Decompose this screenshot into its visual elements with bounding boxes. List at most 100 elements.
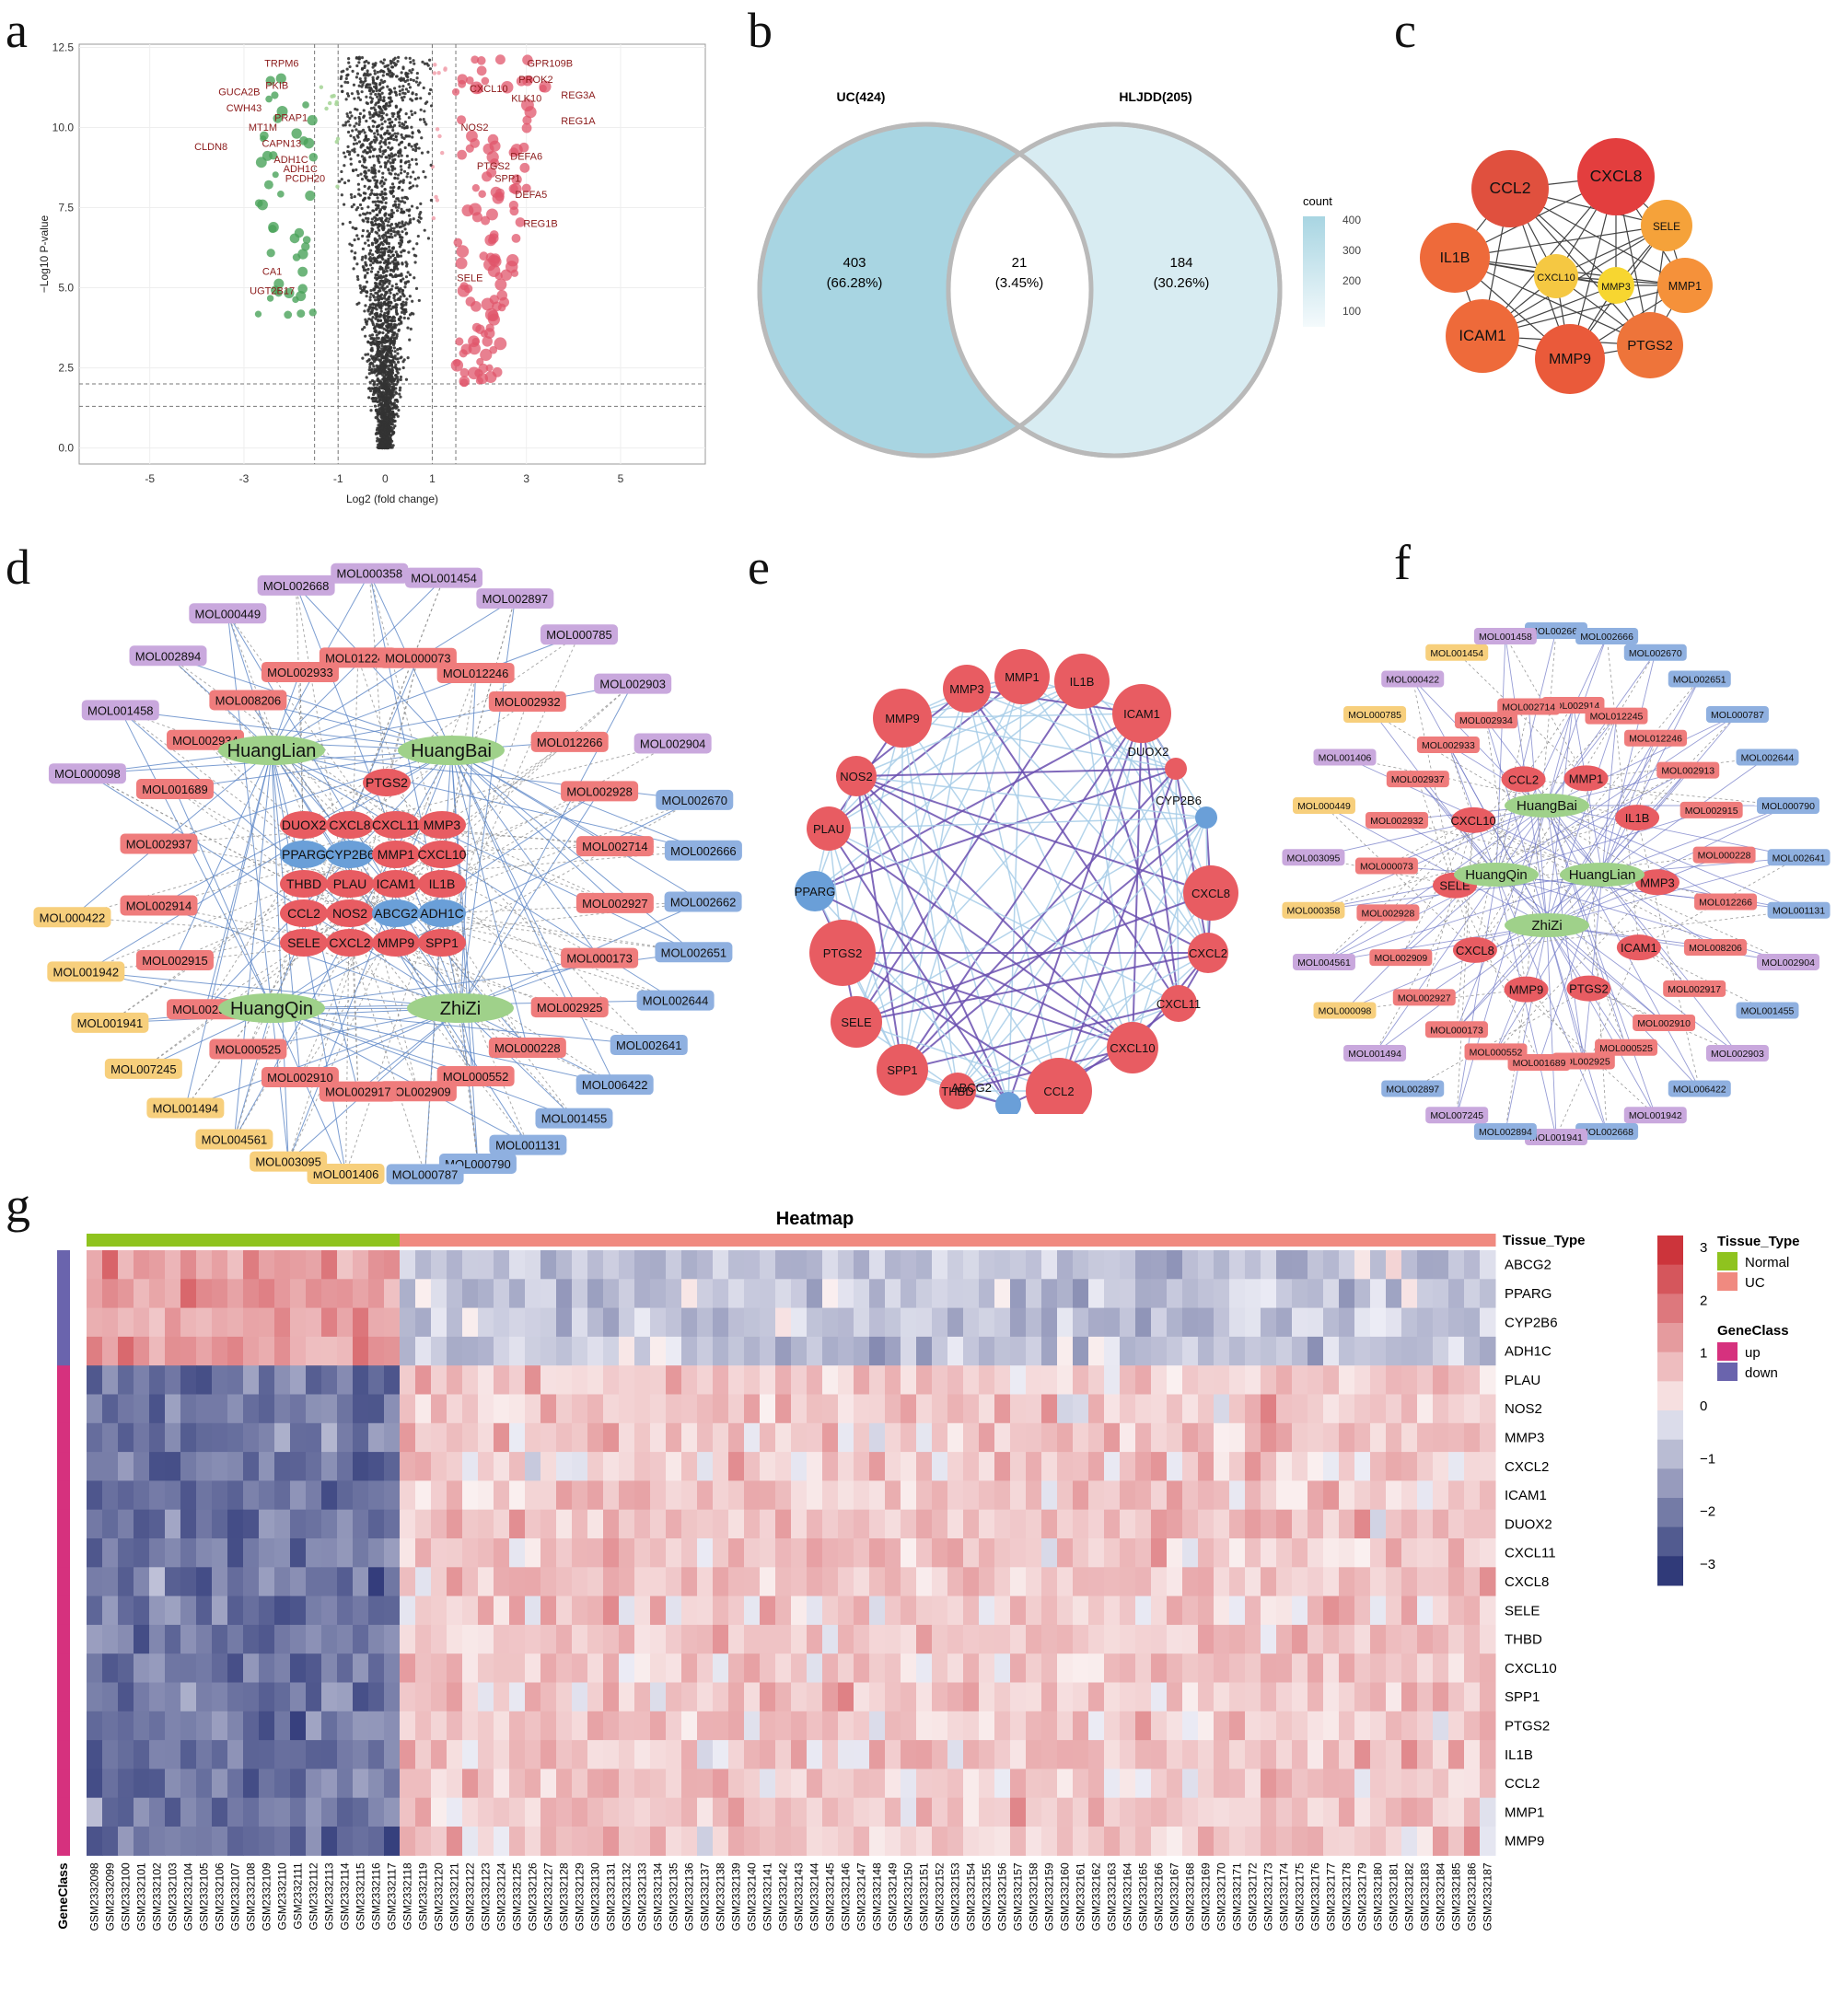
heatmap-cell	[603, 1596, 620, 1626]
heatmap-cell	[791, 1480, 808, 1510]
volcano-point	[388, 301, 390, 304]
heatmap-cell	[1073, 1452, 1089, 1481]
volcano-point	[407, 83, 410, 86]
volcano-point	[415, 242, 418, 245]
heatmap-title: Heatmap	[776, 1209, 854, 1229]
heatmap-cell	[321, 1279, 338, 1308]
volcano-point	[403, 127, 406, 130]
heatmap-cell	[180, 1279, 197, 1308]
volcano-point	[366, 72, 369, 75]
heatmap-cell	[1088, 1337, 1105, 1366]
volcano-point	[396, 230, 399, 233]
heatmap-cell	[509, 1452, 526, 1481]
heatmap-cell	[556, 1365, 573, 1395]
heatmap-tissue-cell	[1480, 1234, 1496, 1247]
heatmap-cell	[650, 1365, 667, 1395]
heatmap-cell	[1386, 1337, 1402, 1366]
heatmap-cell	[1308, 1510, 1324, 1539]
heatmap-cell	[1182, 1452, 1199, 1481]
volcano-point	[348, 242, 351, 245]
netf-edge-dashed	[1418, 779, 1475, 950]
heatmap-cell	[994, 1423, 1011, 1453]
netf-molecule-label: MOL000228	[1698, 851, 1751, 862]
netf-molecule-label: MOL002894	[1479, 1127, 1532, 1138]
volcano-point	[354, 168, 357, 171]
volcano-point	[433, 71, 436, 75]
heatmap-cell	[306, 1337, 322, 1366]
heatmap-tissue-cell	[556, 1234, 573, 1247]
volcano-point	[386, 354, 389, 356]
heatmap-cell	[259, 1279, 275, 1308]
volcano-point	[386, 398, 389, 400]
heatmap-cell	[916, 1567, 933, 1596]
heatmap-cell	[196, 1423, 213, 1453]
volcano-point	[378, 234, 380, 237]
heatmap-cell	[1417, 1567, 1434, 1596]
volcano-point	[366, 152, 368, 155]
nete-edge	[1133, 713, 1142, 1048]
heatmap-cell	[149, 1365, 166, 1395]
volcano-point	[379, 372, 382, 375]
heatmap-cell	[713, 1250, 729, 1280]
volcano-point	[392, 379, 395, 382]
volcano-point	[354, 108, 356, 110]
heatmap-cell	[666, 1395, 682, 1424]
volcano-point	[364, 274, 366, 277]
heatmap-cell	[478, 1480, 494, 1510]
volcano-point	[408, 339, 411, 342]
volcano-xtick: 1	[429, 472, 436, 485]
volcano-point	[359, 173, 362, 176]
heatmap-cell	[494, 1423, 510, 1453]
heatmap-cell	[509, 1395, 526, 1424]
heatmap-cell	[353, 1452, 369, 1481]
heatmap-cell	[165, 1567, 181, 1596]
heatmap-tissue-cell	[134, 1234, 150, 1247]
heatmap-cell	[196, 1250, 213, 1280]
volcano-point	[386, 224, 389, 226]
heatmap-cell	[979, 1337, 995, 1366]
nete-edge	[843, 953, 1133, 1048]
heatmap-cell	[556, 1567, 573, 1596]
heatmap-cell	[869, 1250, 886, 1280]
volcano-point	[391, 333, 394, 336]
volcano-point	[380, 257, 383, 260]
heatmap-cell	[118, 1308, 134, 1338]
volcano-point	[359, 112, 362, 115]
volcano-point	[402, 366, 405, 369]
volcano-point	[356, 174, 359, 177]
heatmap-cell	[775, 1480, 792, 1510]
volcano-point	[342, 70, 344, 73]
volcano-point	[399, 93, 401, 96]
heatmap-cell	[1339, 1567, 1355, 1596]
heatmap-cell	[212, 1480, 228, 1510]
heatmap-tissue-cell	[196, 1234, 213, 1247]
heatmap-cell	[478, 1596, 494, 1626]
volcano-point	[383, 214, 386, 216]
heatmap-cell	[1433, 1452, 1449, 1481]
volcano-point	[412, 170, 414, 173]
heatmap-cell	[1354, 1480, 1371, 1510]
volcano-point	[387, 377, 389, 379]
volcano-point	[413, 144, 416, 146]
volcano-point	[407, 160, 410, 163]
heatmap-cell	[509, 1567, 526, 1596]
netf-molecule-label: MOL002904	[1761, 957, 1815, 969]
nete-edge	[856, 953, 1208, 1022]
heatmap-cell	[87, 1395, 103, 1424]
volcano-point	[393, 350, 396, 353]
volcano-point	[391, 382, 394, 385]
volcano-point	[415, 287, 418, 290]
heatmap-cell	[1135, 1510, 1152, 1539]
volcano-point	[374, 201, 377, 203]
heatmap-cell	[368, 1337, 385, 1366]
volcano-point	[390, 215, 393, 218]
volcano-point	[366, 295, 368, 297]
volcano-point	[371, 306, 374, 308]
heatmap-cell	[1323, 1279, 1340, 1308]
heatmap-cell	[1120, 1279, 1136, 1308]
heatmap-cell	[1370, 1308, 1387, 1338]
volcano-point	[413, 79, 415, 82]
volcano-point	[396, 177, 399, 180]
heatmap-cell	[1308, 1567, 1324, 1596]
